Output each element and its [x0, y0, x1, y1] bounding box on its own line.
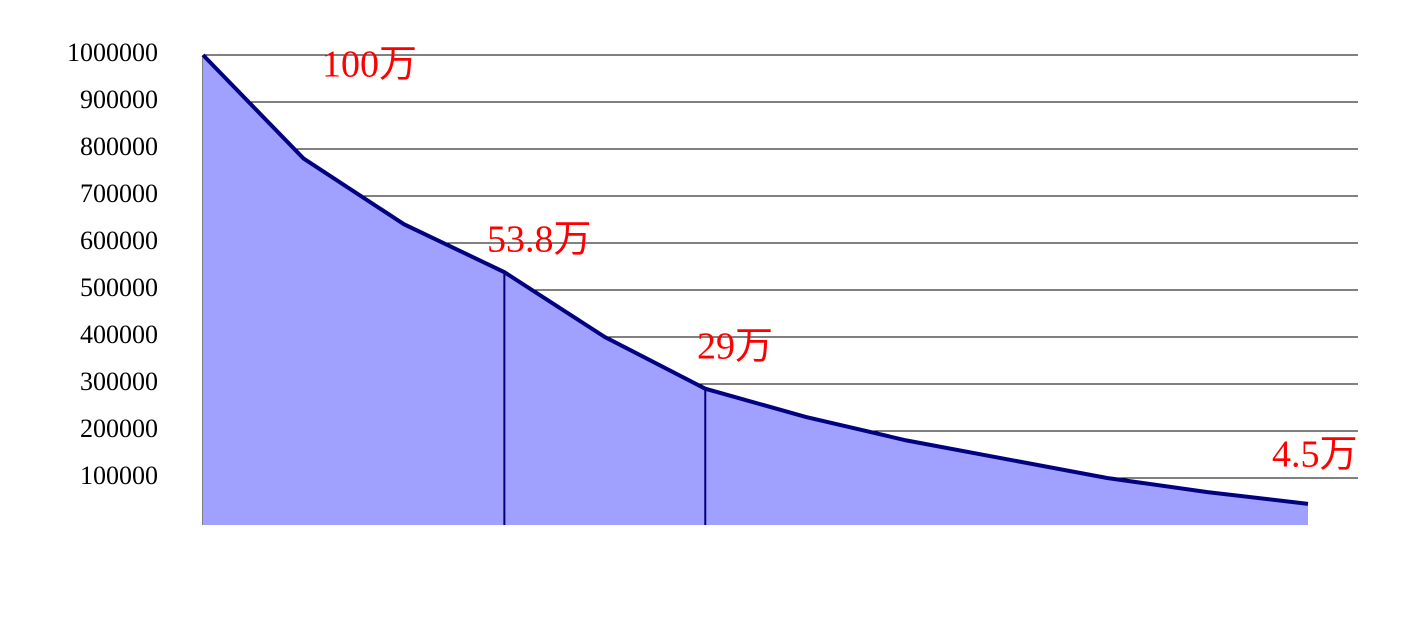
y-tick-label: 700000	[80, 179, 158, 208]
y-tick-label: 400000	[80, 320, 158, 349]
y-tick-label: 900000	[80, 85, 158, 114]
y-tick-label: 500000	[80, 273, 158, 302]
y-tick-label: 200000	[80, 414, 158, 443]
y-tick-label: 800000	[80, 132, 158, 161]
y-tick-label: 1000000	[67, 38, 158, 67]
annotation: 29万	[697, 326, 773, 368]
area	[203, 55, 1308, 525]
annotation: 100万	[322, 44, 417, 86]
y-tick-label: 300000	[80, 367, 158, 396]
y-tick-label: 600000	[80, 226, 158, 255]
line	[201, 53, 1309, 506]
annotation: 53.8万	[487, 219, 592, 261]
annotation: 4.5万	[1272, 434, 1358, 476]
y-tick-label: 100000	[80, 461, 158, 490]
